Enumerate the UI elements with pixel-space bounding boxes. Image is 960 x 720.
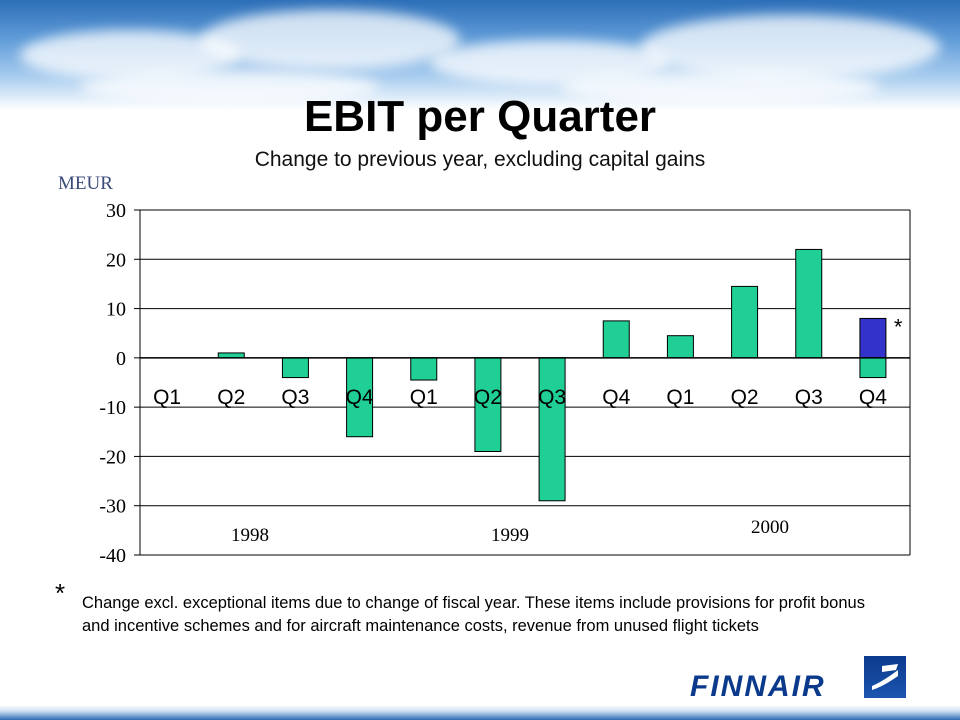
x-tick-label: Q1 [666,386,694,409]
bar-chart: 30 20 10 0 -10 -20 -30 -40 * Q1 Q2 Q3 Q4 Q1 Q2 Q3 Q4 Q1 Q2… [99,200,911,567]
chart-subtitle: Change to previous year, excluding capit… [254,148,706,171]
adjusted-bar [859,317,887,359]
x-tick-label: Q2 [474,386,502,409]
year-label: 1998 [231,525,269,546]
bottom-band [0,705,960,720]
footnote-text: Change excl. exceptional items due to ch… [82,594,865,635]
finnair-logo-mark [864,656,906,698]
x-tick-label: Q3 [795,386,823,409]
x-tick-label: Q2 [731,386,759,409]
x-tick-label: Q3 [281,386,309,409]
x-tick-label: Q4 [859,386,887,409]
finnair-logo: FINNAIR [690,670,826,703]
y-tick-label: 0 [116,348,126,370]
bar [666,335,694,359]
bar [281,357,309,379]
y-tick-label: -30 [99,496,126,518]
x-tick-label: Q4 [346,386,374,409]
y-axis-label: MEUR [58,173,113,194]
y-tick-label: 10 [106,299,126,321]
bar [602,320,630,359]
bar [795,248,823,359]
x-tick-label: Q1 [153,386,181,409]
x-tick-label: Q4 [602,386,630,409]
footnote-marker: * [55,578,66,608]
x-tick-label: Q2 [217,386,245,409]
bar [731,285,759,359]
y-tick-label: -40 [99,545,126,567]
bar [346,357,374,438]
chart-title: EBIT per Quarter [303,92,657,141]
bar [859,357,887,379]
y-tick-label: -20 [99,446,126,468]
bar [410,357,438,381]
y-tick-label: 20 [106,249,126,271]
y-tick-label: -10 [99,397,126,419]
adjusted-bar-marker: * [894,314,903,339]
x-tick-label: Q3 [538,386,566,409]
bar [538,357,566,502]
year-label: 2000 [751,517,789,538]
sky-header-banner [0,0,960,110]
year-label: 1999 [491,525,529,546]
x-tick-label: Q1 [410,386,438,409]
y-tick-label: 30 [106,200,126,222]
